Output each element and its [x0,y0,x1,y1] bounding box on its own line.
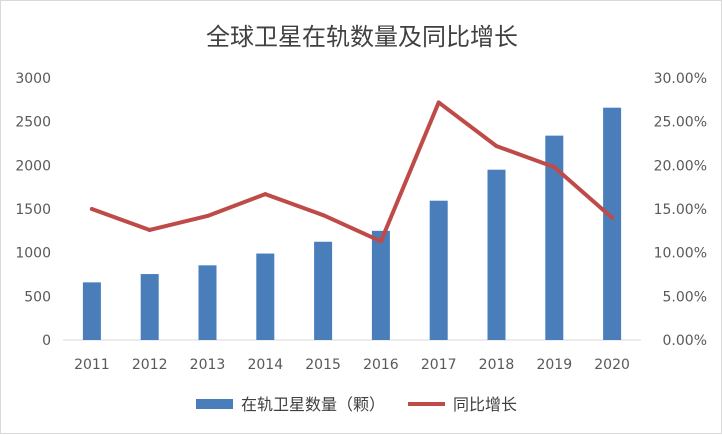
legend-label-line: 同比增长 [453,396,517,414]
line-point [147,227,152,232]
line-point [263,192,268,197]
bar-series [82,107,622,341]
x-tick-label: 2019 [536,357,572,373]
bar [371,230,390,340]
x-tick-label: 2016 [363,357,399,373]
x-tick-label: 2020 [594,357,630,373]
x-tick-label: 2013 [190,357,226,373]
legend-label-bars: 在轨卫星数量（颗） [241,396,385,414]
left-tick-label: 500 [24,289,51,305]
growth-line [89,100,615,244]
left-axis-ticks: 0 500 1000 1500 2000 2500 3000 [15,71,51,349]
right-tick-label: 25.00% [654,115,707,131]
right-tick-label: 20.00% [654,158,707,174]
bar [545,135,564,340]
right-tick-label: 5.00% [663,289,707,305]
left-tick-label: 2000 [15,158,51,174]
bar [140,274,159,340]
x-axis-ticks: 2011 2012 2013 2014 2015 2016 2017 2018 2019 2020 [74,357,630,373]
bar [82,282,101,340]
legend: 在轨卫星数量（颗） 同比增长 [196,396,517,414]
bar [256,253,275,340]
bar [487,169,506,340]
line-point [321,213,326,218]
bar [429,200,448,340]
x-tick-label: 2014 [247,357,283,373]
left-tick-label: 1000 [15,246,51,262]
x-tick-label: 2011 [74,357,110,373]
x-tick-label: 2017 [421,357,457,373]
right-tick-label: 0.00% [663,333,707,349]
line-point [89,207,94,211]
bar [603,107,622,341]
right-tick-label: 10.00% [654,246,707,262]
right-tick-label: 15.00% [654,202,707,218]
right-tick-label: 30.00% [654,71,707,87]
right-axis-ticks: 0.00% 5.00% 10.00% 15.00% 20.00% 25.00% 30.00% [654,71,707,349]
line-series [89,100,615,244]
line-point [552,165,557,170]
line-point [436,100,441,105]
line-point [205,213,210,218]
chart-title: 全球卫星在轨数量及同比增长 [206,23,518,51]
bar [314,241,333,340]
legend-swatch-bars [196,399,233,409]
bar [198,265,217,340]
x-tick-label: 2015 [305,357,341,373]
line-point [610,215,615,220]
left-tick-label: 3000 [15,71,51,87]
left-tick-label: 2500 [15,115,51,131]
line-point [494,144,499,149]
line-point [378,239,383,244]
left-tick-label: 1500 [15,202,51,218]
x-tick-label: 2018 [479,357,515,373]
x-tick-label: 2012 [132,357,168,373]
left-tick-label: 0 [42,333,51,349]
